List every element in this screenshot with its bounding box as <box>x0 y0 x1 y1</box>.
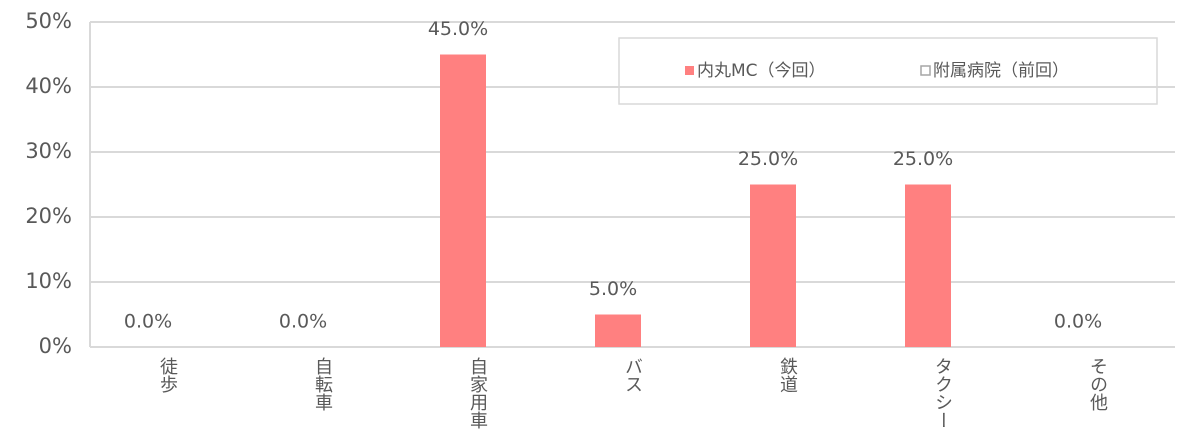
data-label: 0.0% <box>124 311 172 333</box>
legend-label: 附属病院（前回） <box>933 61 1069 81</box>
y-tick-label: 10% <box>25 269 72 293</box>
x-tick-label: タクシー <box>932 357 953 429</box>
x-tick-label: その他 <box>1087 357 1108 411</box>
data-label: 45.0% <box>428 18 488 40</box>
bar <box>595 314 641 347</box>
y-tick-label: 20% <box>25 204 72 228</box>
legend-swatch <box>685 66 694 75</box>
legend-box <box>618 37 1158 105</box>
data-label: 25.0% <box>893 148 953 170</box>
x-tick-label: 鉄道 <box>777 357 798 393</box>
y-tick-label: 50% <box>25 9 72 33</box>
legend-label: 内丸MC（今回） <box>697 61 826 81</box>
x-tick-label: 自転車 <box>312 357 333 411</box>
x-tick-label: 徒歩 <box>157 357 178 393</box>
bar <box>905 184 951 347</box>
legend-swatch <box>920 65 931 76</box>
data-label: 0.0% <box>1054 311 1102 333</box>
data-label: 5.0% <box>589 278 637 300</box>
y-tick-label: 0% <box>39 334 72 358</box>
x-tick-label: 自家用車 <box>467 357 488 429</box>
y-tick-label: 30% <box>25 139 72 163</box>
data-label: 0.0% <box>279 311 327 333</box>
x-tick-label: バス <box>622 357 643 393</box>
y-tick-label: 40% <box>25 74 72 98</box>
data-label: 25.0% <box>738 148 798 170</box>
bar <box>440 54 486 347</box>
bar <box>750 184 796 347</box>
